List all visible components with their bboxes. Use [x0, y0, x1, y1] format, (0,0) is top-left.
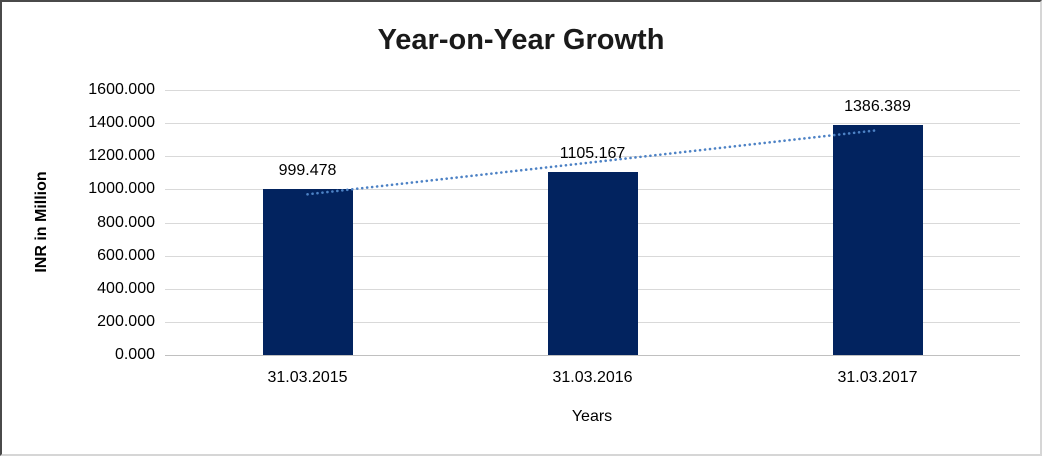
gridline: [165, 355, 1020, 356]
y-tick-label: 0.000: [114, 346, 155, 363]
gridline: [165, 123, 1020, 125]
chart-title: Year-on-Year Growth: [377, 24, 665, 56]
y-tick-label: 1400.000: [88, 114, 155, 132]
x-tick-label: 31.03.2016: [552, 369, 633, 386]
y-tick-label: 600.000: [97, 246, 155, 264]
bar: [832, 125, 923, 355]
y-tick-label: 400.000: [97, 279, 155, 297]
x-axis-tick-labels: 31.03.2015 31.03.2016 31.03.2017: [165, 369, 1020, 391]
x-tick-label: 31.03.2017: [837, 369, 918, 386]
bar: [547, 171, 638, 355]
x-axis-title: Years: [571, 408, 613, 425]
y-tick-label: 200.000: [97, 312, 155, 330]
bar: [262, 189, 353, 355]
gridline: [165, 90, 1020, 91]
data-label: 1105.167: [559, 144, 626, 162]
y-tick-label: 1600.000: [88, 81, 155, 98]
x-tick-label: 31.03.2015: [267, 369, 348, 386]
y-tick-label: 1000.000: [88, 180, 155, 198]
y-tick-label: 800.000: [97, 213, 155, 231]
data-label: 1386.389: [844, 98, 911, 116]
data-label: 999.478: [278, 162, 337, 180]
y-tick-label: 1200.000: [88, 147, 155, 165]
plot-area: 999.478 1105.167 1386.389: [165, 90, 1020, 356]
y-axis-tick-labels: 0.000 200.000 400.000 600.000 800.000 1000.00…: [2, 81, 155, 363]
